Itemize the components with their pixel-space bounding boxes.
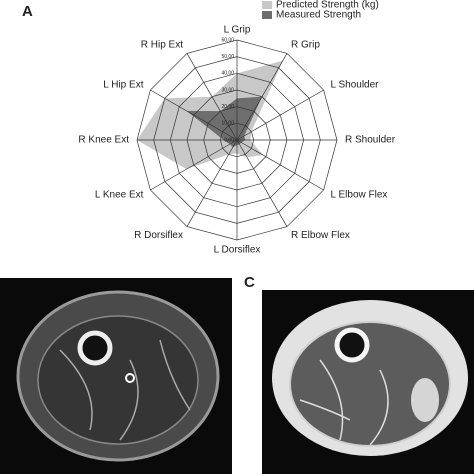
spoke: [236, 139, 324, 191]
axis-label: R Hip Ext: [141, 39, 183, 50]
legend-swatch: [262, 1, 272, 9]
r-tick-label: 40,00: [221, 71, 234, 77]
r-tick-label: 30,00: [221, 87, 234, 93]
axis-label: R Shoulder: [345, 135, 396, 146]
legend-label: Predicted Strength (kg): [276, 0, 379, 11]
spoke: [236, 89, 324, 141]
r-tick-label: 20,00: [221, 104, 234, 110]
mri-image-b: [0, 278, 232, 474]
r-tick-label: 60,00: [221, 37, 234, 43]
spoke: [150, 89, 238, 141]
axis-label: L Knee Ext: [95, 190, 144, 201]
spoke: [150, 139, 238, 191]
spoke: [236, 53, 288, 141]
axis-label: L Elbow Flex: [331, 190, 388, 201]
axis-label: R Knee Ext: [78, 135, 129, 146]
series-area: [186, 96, 262, 148]
legend-swatch: [262, 11, 272, 19]
spoke: [186, 53, 238, 141]
panel-label: C: [244, 274, 255, 291]
panel-label: A: [22, 3, 33, 20]
axis-label: L Hip Ext: [103, 80, 143, 91]
r-tick-label: 50,00: [221, 54, 234, 60]
mri-image-c: [262, 290, 474, 474]
legend-label: Measured Strength: [276, 10, 361, 21]
axis-label: R Dorsiflex: [134, 230, 183, 241]
spoke: [236, 139, 288, 227]
spoke: [186, 139, 238, 227]
axis-label: L Dorsiflex: [214, 245, 261, 256]
axis-label: L Grip: [224, 25, 251, 36]
axis-label: R Elbow Flex: [291, 230, 350, 241]
axis-label: R Grip: [291, 39, 320, 50]
axis-label: L Shoulder: [331, 80, 380, 91]
